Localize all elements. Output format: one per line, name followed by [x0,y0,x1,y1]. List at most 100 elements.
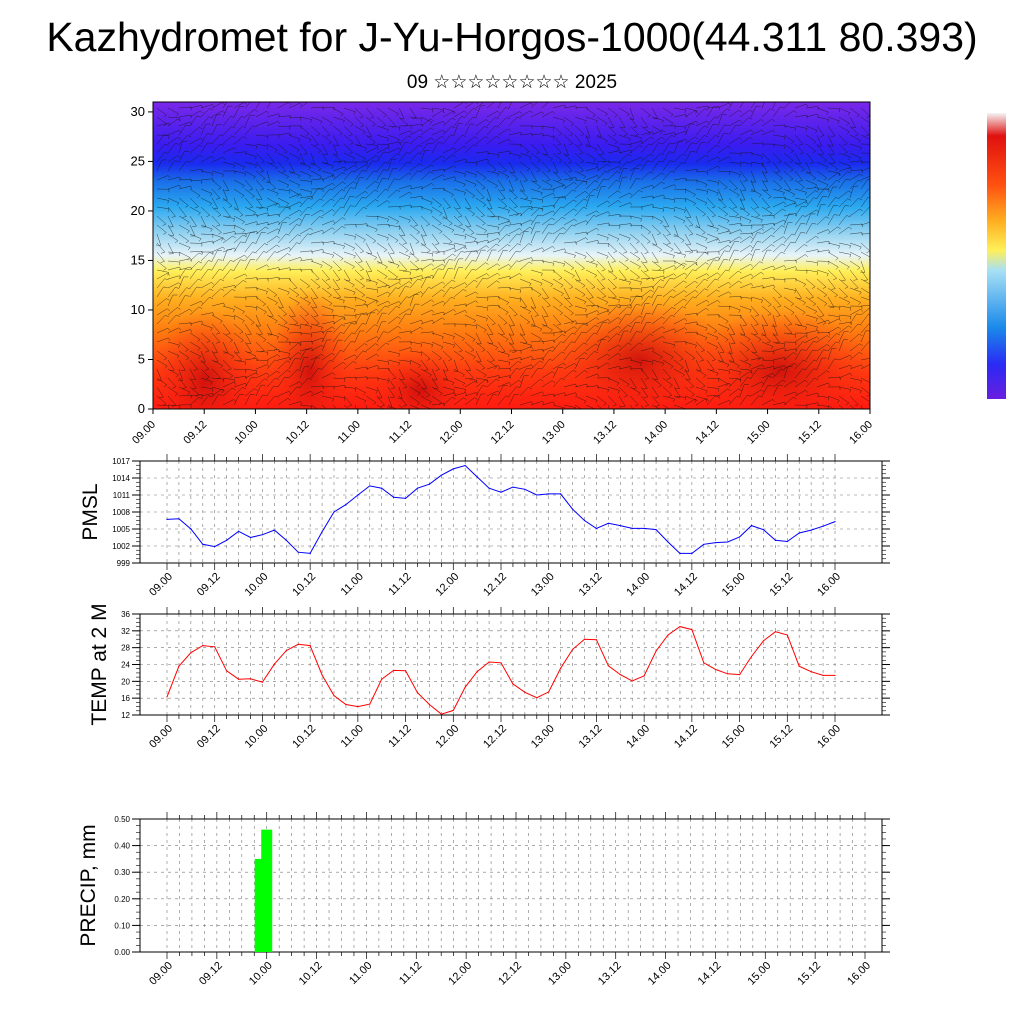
wind-barb [541,152,553,162]
wind-barb [167,386,179,397]
wind-barb [244,161,257,169]
wind-barb [244,368,258,374]
wind-barb [420,404,432,409]
wind-barb [486,243,500,253]
wind-barb [673,130,688,136]
wind-barb [431,359,440,371]
data-point [715,668,717,671]
wind-barb [618,125,629,137]
wind-barb [860,188,870,199]
wind-barb [739,197,745,210]
wind-barb [211,156,226,163]
heatmap-x-tick-label: 09.00 [130,419,158,447]
wind-barb [805,260,819,266]
wind-barb [618,313,631,325]
wind-barb [530,161,541,173]
wind-barb [585,269,598,278]
wind-barb [233,368,247,374]
wind-barb [629,215,643,222]
wind-barb [277,390,292,397]
wind-barb [442,350,453,362]
wind-barb [464,291,479,298]
wind-barb [277,125,291,130]
data-point [178,518,180,520]
wind-barb [332,269,341,281]
wind-barb [651,359,664,367]
wind-barb [728,179,739,191]
wind-barb [739,341,750,352]
wind-barb [849,404,856,409]
wind-barb [728,229,743,235]
wind-barb [420,350,431,361]
wind-barb [750,105,761,118]
wind-barb [552,404,566,409]
data-point [237,678,240,680]
wind-barb [398,313,410,325]
data-point [786,540,788,543]
chart-subtitle: 09 ☆☆☆☆☆☆☆☆ 2025 [406,72,618,93]
wind-barb [684,321,698,325]
wind-barb [453,233,467,240]
data-point [404,497,407,499]
wind-barb [607,107,618,118]
wind-barb [398,172,412,181]
wind-barb [772,143,786,150]
wind-barb [530,391,545,397]
wind-barb [684,107,698,114]
wind-barb [277,305,288,317]
wind-barb [651,160,663,172]
wind-barb [497,150,511,155]
wind-barb [574,116,587,124]
wind-barb [420,386,431,398]
wind-barb [222,105,233,118]
wind-barb [530,348,544,353]
wind-barb [805,296,817,307]
wind-barb [519,364,534,370]
wind-barb [178,404,192,408]
wind-barb [772,341,786,347]
wind-barb [541,102,555,109]
data-point [249,536,252,539]
y-tick-label: 0.40 [114,842,130,851]
wind-barb [332,404,337,409]
wind-barb [365,180,379,190]
wind-barb [310,390,325,397]
wind-barb [530,152,541,163]
wind-barb [354,251,363,263]
wind-barb [486,179,499,189]
wind-barb [266,213,280,218]
wind-barb [453,288,467,298]
wind-barb [794,335,808,343]
wind-barb [794,278,807,287]
wind-barb [167,377,177,389]
wind-barb [211,114,222,127]
wind-barb [442,110,457,118]
heatmap-warm-cores [153,290,870,409]
wind-barb [409,303,420,316]
wind-barb [156,206,170,212]
wind-barb [552,116,565,124]
wind-barb [673,153,687,163]
wind-barb [442,392,457,397]
wind-barb [728,314,742,319]
wind-barb [189,252,203,262]
wind-barb [585,324,599,334]
wind-barb [189,278,202,289]
wind-barb [651,386,660,398]
wind-barb [530,378,544,388]
wind-barb [310,178,324,182]
wind-barb [420,377,428,390]
wind-barb [607,233,620,242]
wind-barb [266,314,278,324]
wind-barb [497,375,512,379]
wind-barb [200,104,215,109]
wind-barb [431,197,443,208]
wind-barb [244,170,256,180]
wind-barb [761,284,776,289]
wind-barb [541,393,555,398]
wind-barb [299,305,310,317]
wind-barb [486,359,498,370]
wind-barb [816,357,827,370]
wind-barb [860,341,870,352]
wind-barb [640,368,650,380]
